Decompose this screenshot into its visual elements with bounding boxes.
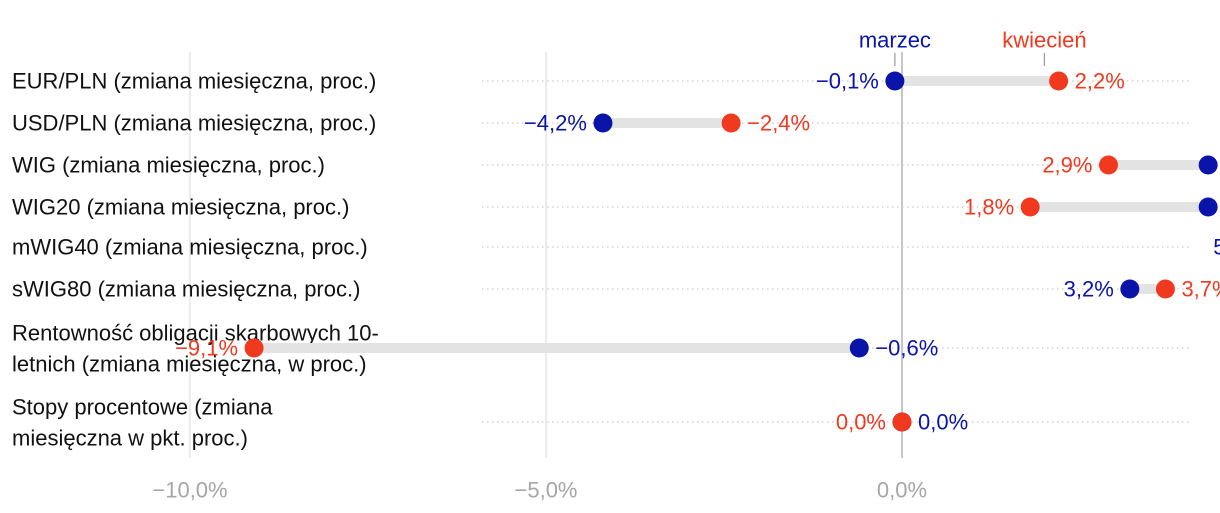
category-label: miesięczna w pkt. proc.) bbox=[12, 426, 248, 451]
x-tick-label: 0,0% bbox=[877, 478, 927, 503]
kwiecien-point bbox=[1098, 155, 1118, 175]
category-label: WIG (zmiana miesięczna, proc.) bbox=[12, 153, 325, 178]
kwiecien-label: 0,0% bbox=[836, 410, 886, 435]
marzec-point bbox=[593, 113, 613, 133]
marzec-label: −0,1% bbox=[816, 69, 879, 94]
marzec-label: 0,0% bbox=[918, 410, 968, 435]
kwiecien-point bbox=[244, 338, 264, 358]
category-label: letnich (zmiana miesięczna, w proc.) bbox=[12, 352, 367, 377]
category-label: USD/PLN (zmiana miesięczna, proc.) bbox=[12, 111, 376, 136]
category-label: sWIG80 (zmiana miesięczna, proc.) bbox=[12, 277, 360, 302]
marzec-point bbox=[849, 338, 869, 358]
category-label: Stopy procentowe (zmiana bbox=[12, 395, 273, 420]
marzec-label: 5,3% bbox=[1213, 235, 1220, 260]
marzec-point bbox=[1120, 279, 1140, 299]
kwiecien-point bbox=[1049, 71, 1069, 91]
x-tick-label: −10,0% bbox=[152, 478, 227, 503]
x-tick-label: −5,0% bbox=[515, 478, 578, 503]
kwiecien-label: 1,8% bbox=[964, 195, 1014, 220]
kwiecien-point bbox=[892, 412, 912, 432]
marzec-label: −4,2% bbox=[524, 111, 587, 136]
kwiecien-point bbox=[1155, 279, 1175, 299]
kwiecien-label: 2,9% bbox=[1042, 153, 1092, 178]
kwiecien-label: −9,1% bbox=[175, 336, 238, 361]
category-label: WIG20 (zmiana miesięczna, proc.) bbox=[12, 195, 349, 220]
category-label: Rentowność obligacji skarbowych 10- bbox=[12, 321, 379, 346]
kwiecien-label: −2,4% bbox=[747, 111, 810, 136]
marzec-point bbox=[1198, 197, 1218, 217]
marzec-point bbox=[885, 71, 905, 91]
kwiecien-label: 2,2% bbox=[1075, 69, 1125, 94]
marzec-label: 3,2% bbox=[1064, 277, 1114, 302]
category-label: mWIG40 (zmiana miesięczna, proc.) bbox=[12, 235, 368, 260]
category-label: EUR/PLN (zmiana miesięczna, proc.) bbox=[12, 69, 376, 94]
marzec-label: −0,6% bbox=[875, 336, 938, 361]
kwiecien-label: 3,7% bbox=[1181, 277, 1220, 302]
kwiecien-point bbox=[1020, 197, 1040, 217]
marzec-point bbox=[1198, 155, 1218, 175]
kwiecien-point bbox=[721, 113, 741, 133]
legend-entry: marzec bbox=[859, 28, 931, 53]
legend-entry: kwiecień bbox=[1002, 28, 1086, 53]
